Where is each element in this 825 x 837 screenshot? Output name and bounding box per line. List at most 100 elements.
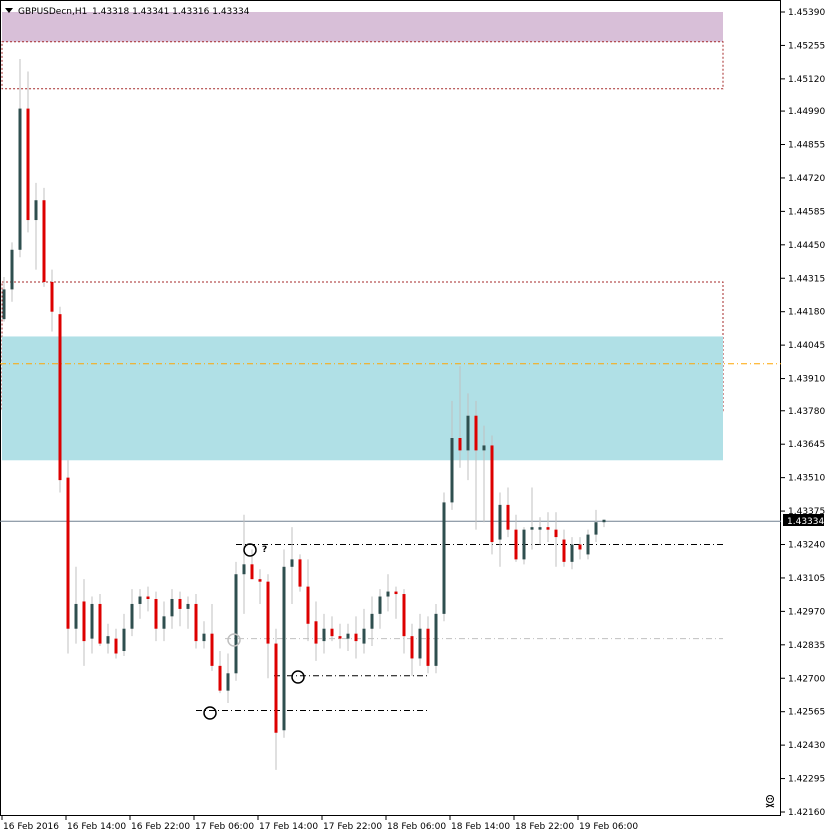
price-tick-label: 1.43240 bbox=[788, 541, 825, 551]
chart-title: GBPUSDecn,H1 1.43318 1.43341 1.43316 1.4… bbox=[5, 7, 250, 17]
candle bbox=[442, 492, 446, 622]
price-tick-label: 1.42565 bbox=[788, 708, 825, 718]
candle bbox=[402, 589, 406, 654]
symbol-dropdown-arrow-icon[interactable] bbox=[5, 8, 13, 13]
current-price-value: 1.43334 bbox=[787, 517, 824, 527]
candle-body bbox=[266, 581, 270, 644]
candle-body bbox=[602, 519, 606, 523]
candle bbox=[114, 628, 118, 659]
candle-body bbox=[226, 673, 230, 691]
candle bbox=[338, 623, 342, 649]
candle bbox=[202, 621, 206, 649]
candle bbox=[74, 566, 78, 644]
price-tick-label: 1.44585 bbox=[788, 207, 825, 217]
question-mark-label: ? bbox=[262, 545, 267, 555]
candle bbox=[98, 594, 102, 647]
time-tick-label: 16 Feb 22:00 bbox=[131, 822, 190, 832]
candle-body bbox=[98, 603, 102, 644]
candle bbox=[314, 601, 318, 661]
candle bbox=[354, 616, 358, 659]
candle bbox=[258, 569, 262, 604]
chart-plot-frame bbox=[0, 0, 781, 816]
candle bbox=[466, 393, 470, 481]
candle-body bbox=[402, 594, 406, 637]
symbol-label: GBPUSDecn,H1 bbox=[18, 7, 87, 17]
candle bbox=[378, 589, 382, 629]
price-tick-label: 1.43645 bbox=[788, 440, 825, 450]
candle bbox=[210, 603, 214, 671]
candle-body bbox=[498, 504, 502, 540]
candle-body bbox=[482, 445, 486, 451]
candle bbox=[218, 651, 222, 694]
candle-body bbox=[130, 603, 134, 629]
candle-body bbox=[522, 529, 526, 560]
candle bbox=[298, 554, 302, 592]
candle bbox=[474, 400, 478, 530]
candle bbox=[162, 601, 166, 642]
price-axis[interactable]: 1.45390 1.45255 1.45120 1.44990 1.44855 1.447… bbox=[781, 8, 825, 818]
candle bbox=[426, 616, 430, 674]
candle-body bbox=[82, 601, 86, 642]
candle bbox=[546, 512, 550, 543]
price-tick-label: 1.44315 bbox=[788, 274, 825, 284]
candle bbox=[154, 591, 158, 642]
candle-body bbox=[450, 438, 454, 503]
candle bbox=[250, 549, 254, 580]
candle bbox=[322, 613, 326, 654]
candle bbox=[122, 613, 126, 656]
candle-body bbox=[10, 249, 14, 290]
candle bbox=[586, 529, 590, 560]
candle-body bbox=[370, 613, 374, 629]
candle-body bbox=[354, 633, 358, 642]
candle bbox=[386, 574, 390, 612]
price-tick-label: 1.43105 bbox=[788, 574, 825, 584]
candle bbox=[242, 514, 246, 614]
price-tick-label: 1.44450 bbox=[788, 241, 825, 251]
candle bbox=[498, 492, 502, 567]
candle bbox=[330, 616, 334, 642]
time-tick-label: 16 Feb 14:00 bbox=[67, 822, 126, 832]
candle bbox=[362, 608, 366, 654]
candle bbox=[482, 425, 486, 523]
candle-body bbox=[530, 527, 534, 530]
time-axis[interactable]: 16 Feb 2016 16 Feb 14:00 16 Feb 22:00 17 Fe… bbox=[1, 816, 638, 832]
candle-body bbox=[274, 643, 278, 733]
candle bbox=[594, 509, 598, 543]
candle bbox=[50, 269, 54, 332]
candle-body bbox=[202, 633, 206, 642]
candle-body bbox=[18, 108, 22, 250]
candle-body bbox=[258, 579, 262, 582]
time-tick-label: 17 Feb 14:00 bbox=[259, 822, 318, 832]
candle bbox=[554, 512, 558, 567]
candle bbox=[538, 517, 542, 545]
candle bbox=[290, 527, 294, 604]
demand-zone-fill-3 bbox=[2, 336, 723, 461]
candle-body bbox=[58, 314, 62, 481]
price-tick-label: 1.42430 bbox=[788, 741, 825, 751]
candle-body bbox=[218, 665, 222, 691]
candle bbox=[418, 613, 422, 666]
candle-body bbox=[554, 529, 558, 538]
swing-marker-2 bbox=[227, 633, 241, 647]
candle-body bbox=[410, 636, 414, 659]
candle bbox=[506, 487, 510, 538]
time-tick-label: 18 Feb 22:00 bbox=[515, 822, 574, 832]
candle-body bbox=[146, 596, 150, 599]
candle-body bbox=[290, 559, 294, 567]
candle-body bbox=[34, 200, 38, 221]
candle bbox=[282, 549, 286, 738]
swing-marker-3 bbox=[291, 670, 305, 684]
candle-body bbox=[154, 598, 158, 629]
candle bbox=[306, 559, 310, 642]
price-tick-label: 1.44720 bbox=[788, 174, 825, 184]
candle bbox=[138, 589, 142, 619]
candle-body bbox=[306, 586, 310, 624]
swing-marker-4 bbox=[203, 706, 217, 720]
current-price-tag: 1.43334 bbox=[783, 514, 824, 527]
candle-body bbox=[114, 638, 118, 654]
candle-body bbox=[314, 621, 318, 644]
ohlc-label: 1.43318 1.43341 1.43316 1.43334 bbox=[92, 7, 250, 17]
candle-body bbox=[2, 289, 6, 320]
